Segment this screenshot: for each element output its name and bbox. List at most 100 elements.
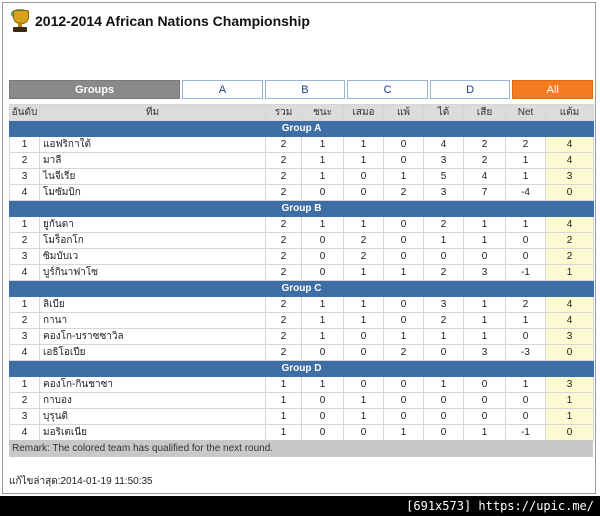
cell-won: 1 — [301, 296, 344, 313]
cell-rank: 3 — [9, 168, 40, 185]
cell-drawn: 2 — [343, 248, 384, 265]
table-row: 1 แอฟริกาใต้ 2 1 1 0 4 2 2 4 — [9, 136, 594, 153]
cell-played: 2 — [265, 344, 302, 361]
cell-points: 1 — [545, 408, 594, 425]
group-name: Group B — [9, 200, 594, 217]
cell-won: 0 — [301, 424, 344, 441]
col-header-goals-for: ได้ — [423, 104, 464, 121]
col-header-rank: อันดับ — [9, 104, 40, 121]
cell-played: 1 — [265, 424, 302, 441]
cell-points: 3 — [545, 168, 594, 185]
cell-team: ซิมบับเว — [39, 248, 266, 265]
cell-goals-for: 2 — [423, 264, 464, 281]
table-row: 2 โมร็อกโก 2 0 2 0 1 1 0 2 — [9, 232, 594, 249]
cell-lost: 0 — [383, 392, 424, 409]
table-row: 3 บุรุนดิ 1 0 1 0 0 0 0 1 — [9, 408, 594, 425]
table-row: 4 มอริเตเนีย 1 0 0 1 0 1 -1 0 — [9, 424, 594, 441]
cell-goals-for: 1 — [423, 376, 464, 393]
cell-played: 1 — [265, 392, 302, 409]
cell-played: 2 — [265, 312, 302, 329]
cell-played: 2 — [265, 136, 302, 153]
cell-team: บูร์กินาฟาโซ — [39, 264, 266, 281]
cell-lost: 0 — [383, 232, 424, 249]
cell-rank: 4 — [9, 344, 40, 361]
cell-points: 3 — [545, 376, 594, 393]
cell-lost: 0 — [383, 312, 424, 329]
group-name: Group D — [9, 360, 594, 377]
cell-team: คองโก-บราซซาวิล — [39, 328, 266, 345]
col-header-played: รวม — [265, 104, 302, 121]
cell-points: 0 — [545, 184, 594, 201]
cell-team: ลิเบีย — [39, 296, 266, 313]
cell-points: 4 — [545, 216, 594, 233]
cell-rank: 2 — [9, 232, 40, 249]
tab-group-a[interactable]: A — [182, 80, 263, 99]
cell-played: 2 — [265, 184, 302, 201]
table-row: 1 ลิเบีย 2 1 1 0 3 1 2 4 — [9, 296, 594, 313]
cell-lost: 2 — [383, 184, 424, 201]
cell-rank: 3 — [9, 248, 40, 265]
cell-net: 2 — [505, 136, 546, 153]
cell-goals-for: 3 — [423, 152, 464, 169]
cell-goals-against: 7 — [463, 184, 506, 201]
cell-lost: 0 — [383, 136, 424, 153]
cell-drawn: 0 — [343, 344, 384, 361]
cell-rank: 3 — [9, 328, 40, 345]
cell-won: 0 — [301, 264, 344, 281]
cell-goals-for: 5 — [423, 168, 464, 185]
cell-net: 0 — [505, 408, 546, 425]
cell-rank: 1 — [9, 296, 40, 313]
cell-played: 2 — [265, 216, 302, 233]
cell-lost: 2 — [383, 344, 424, 361]
cell-won: 0 — [301, 232, 344, 249]
tab-group-d[interactable]: D — [429, 80, 511, 99]
cell-goals-against: 1 — [463, 328, 506, 345]
cell-net: 1 — [505, 312, 546, 329]
group-name: Group C — [9, 280, 594, 297]
cell-won: 1 — [301, 328, 344, 345]
table-row: 1 คองโก-กินชาซา 1 1 0 0 1 0 1 3 — [9, 376, 594, 393]
cell-played: 2 — [265, 248, 302, 265]
cell-drawn: 1 — [343, 264, 384, 281]
tab-group-b[interactable]: B — [264, 80, 346, 99]
table-row: 2 มาลี 2 1 1 0 3 2 1 4 — [9, 152, 594, 169]
remark-note: Remark: The colored team has qualified f… — [9, 440, 593, 457]
cell-goals-against: 3 — [463, 264, 506, 281]
cell-team: มาลี — [39, 152, 266, 169]
group-name: Group A — [9, 120, 594, 137]
cell-net: 1 — [505, 168, 546, 185]
cell-won: 0 — [301, 248, 344, 265]
cell-goals-for: 1 — [423, 328, 464, 345]
trophy-icon — [8, 9, 32, 33]
group-header-row: Group D — [9, 360, 594, 377]
cell-team: ไนจีเรีย — [39, 168, 266, 185]
group-header-row: Group B — [9, 200, 594, 217]
cell-goals-against: 1 — [463, 216, 506, 233]
cell-lost: 0 — [383, 216, 424, 233]
cell-points: 4 — [545, 296, 594, 313]
page-header: 2012-2014 African Nations Championship — [8, 8, 310, 34]
tab-group-c[interactable]: C — [347, 80, 428, 99]
cell-team: เอธิโอเปีย — [39, 344, 266, 361]
cell-team: คองโก-กินชาซา — [39, 376, 266, 393]
page-title: 2012-2014 African Nations Championship — [35, 13, 310, 29]
cell-net: -1 — [505, 424, 546, 441]
cell-net: 0 — [505, 328, 546, 345]
cell-goals-for: 2 — [423, 312, 464, 329]
cell-goals-against: 3 — [463, 344, 506, 361]
cell-played: 2 — [265, 168, 302, 185]
cell-won: 1 — [301, 376, 344, 393]
tab-all[interactable]: All — [512, 80, 593, 99]
cell-net: 2 — [505, 296, 546, 313]
cell-goals-against: 0 — [463, 248, 506, 265]
table-row: 3 ไนจีเรีย 2 1 0 1 5 4 1 3 — [9, 168, 594, 185]
cell-rank: 1 — [9, 376, 40, 393]
cell-points: 4 — [545, 136, 594, 153]
cell-points: 2 — [545, 248, 594, 265]
cell-lost: 0 — [383, 152, 424, 169]
cell-net: -3 — [505, 344, 546, 361]
cell-drawn: 0 — [343, 184, 384, 201]
col-header-team: ทีม — [39, 104, 266, 121]
col-header-drawn: เสมอ — [343, 104, 384, 121]
cell-played: 1 — [265, 376, 302, 393]
